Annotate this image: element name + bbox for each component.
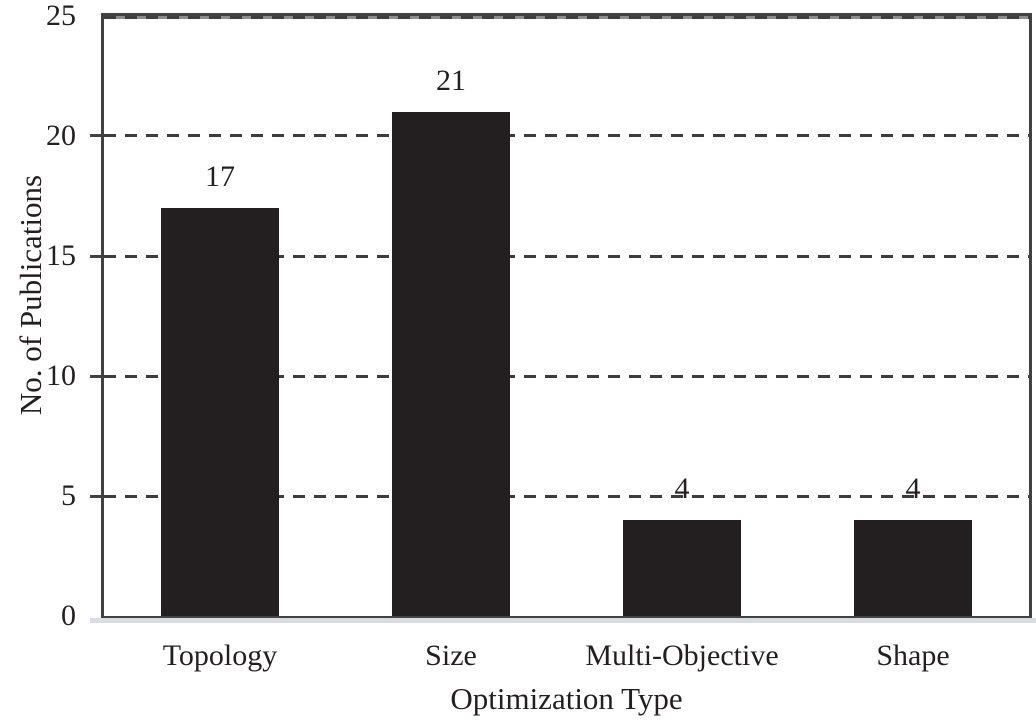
y-tick-label-0: 0 — [61, 599, 76, 632]
bar-value-label-topology: 17 — [205, 160, 235, 193]
x-axis-title: Optimization Type — [450, 681, 683, 716]
x-tick-label-topology: Topology — [162, 639, 278, 672]
y-tick-label-5: 5 — [61, 479, 76, 512]
x-tick-label-size: Size — [425, 639, 477, 672]
x-tick-label-shape: Shape — [876, 639, 950, 672]
gridline-25 — [104, 16, 1029, 19]
gridline-20 — [104, 134, 1029, 137]
y-tick-label-15: 15 — [46, 239, 76, 272]
gridline-5 — [104, 495, 1029, 498]
bar-topology — [161, 208, 279, 616]
bar-multi-objective — [623, 520, 741, 616]
y-tick-label-20: 20 — [46, 119, 76, 152]
y-tick-label-25: 25 — [46, 0, 76, 32]
bar-value-label-multi-objective: 4 — [674, 472, 690, 505]
y-axis-tick-5 — [90, 495, 103, 498]
bar-value-label-shape: 4 — [905, 472, 921, 505]
x-axis-baseline-band — [90, 618, 1036, 623]
bar-shape — [854, 520, 972, 616]
gridline-10 — [104, 375, 1029, 378]
gridline-15 — [104, 255, 1029, 258]
y-tick-label-10: 10 — [46, 359, 76, 392]
bar-size — [392, 112, 510, 616]
y-axis-tick-10 — [90, 375, 103, 378]
bar-value-label-size: 21 — [436, 64, 466, 97]
y-axis-tick-20 — [90, 134, 103, 137]
x-tick-label-multi-objective: Multi-Objective — [585, 639, 779, 672]
y-axis-tick-15 — [90, 255, 103, 258]
plot-area: 17 21 4 4 — [101, 13, 1032, 618]
